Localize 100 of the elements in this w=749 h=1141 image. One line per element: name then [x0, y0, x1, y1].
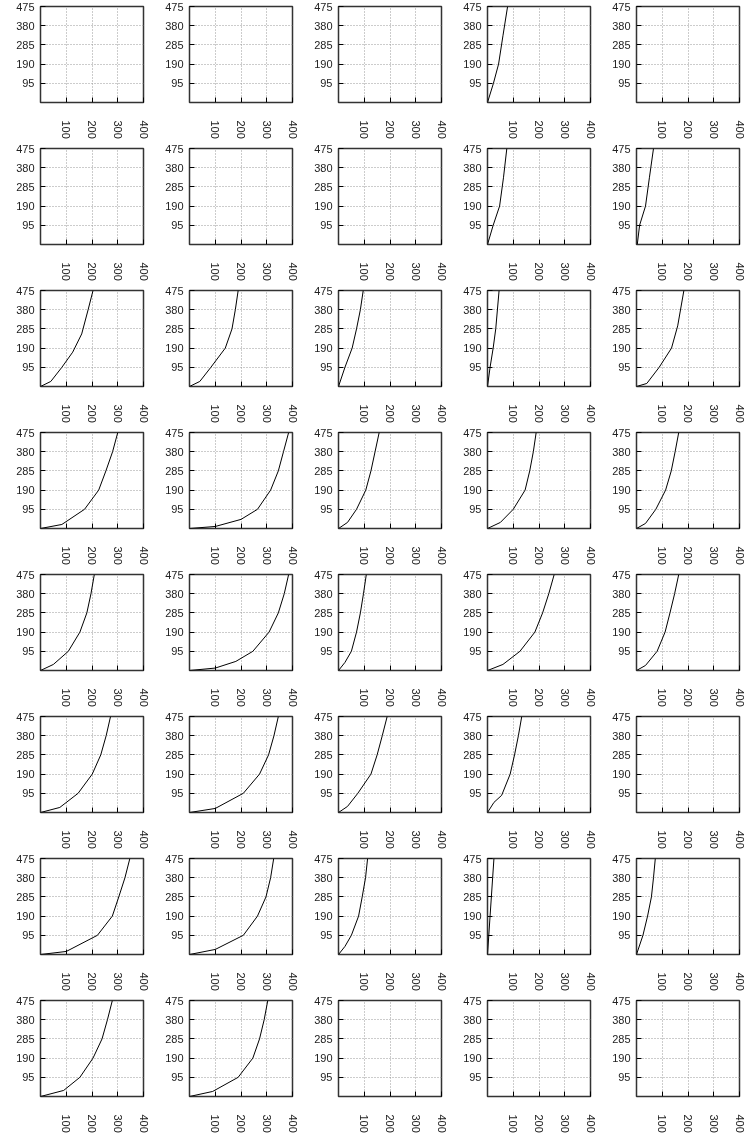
x-tick-label: 300: [260, 972, 273, 991]
x-tick-label: 200: [682, 546, 694, 565]
y-tick-label: 380: [463, 587, 482, 600]
y-tick-label: 285: [16, 464, 35, 477]
y-tick-label: 380: [16, 161, 35, 174]
x-tick-label: 300: [260, 830, 273, 849]
x-tick-label: 100: [656, 1114, 669, 1133]
y-tick-label: 285: [463, 890, 482, 903]
y-tick-label: 190: [314, 626, 333, 639]
x-tick-label: 200: [533, 120, 545, 139]
y-tick-label: 95: [618, 361, 631, 374]
y-tick-label: 95: [320, 77, 333, 90]
y-tick-label: 190: [165, 58, 184, 71]
y-tick-label: 190: [612, 200, 631, 213]
y-tick-label: 380: [165, 587, 184, 600]
x-tick-label: 300: [707, 1114, 720, 1133]
x-tick-label: 400: [733, 262, 746, 281]
y-tick-label: 95: [469, 787, 482, 800]
x-tick-label: 200: [86, 120, 98, 139]
x-tick-label: 200: [235, 262, 247, 281]
y-tick-label: 190: [165, 1052, 184, 1065]
x-tick-label: 400: [584, 830, 597, 849]
x-tick-label: 200: [682, 688, 694, 707]
y-tick-label: 475: [16, 284, 35, 297]
x-tick-label: 400: [286, 972, 299, 991]
y-tick-label: 285: [612, 38, 631, 51]
y-tick-label: 190: [16, 200, 35, 213]
y-tick-label: 95: [320, 787, 333, 800]
y-tick-label: 285: [314, 890, 333, 903]
y-tick-label: 285: [16, 606, 35, 619]
x-tick-label: 200: [682, 404, 694, 423]
y-tick-label: 190: [165, 484, 184, 497]
y-tick-label: 285: [612, 606, 631, 619]
y-tick-label: 285: [16, 322, 35, 335]
y-tick-label: 475: [612, 710, 631, 723]
x-tick-label: 100: [358, 120, 371, 139]
x-tick-label: 300: [558, 120, 571, 139]
y-tick-label: 475: [463, 284, 482, 297]
y-tick-label: 95: [469, 929, 482, 942]
y-tick-label: 475: [16, 994, 35, 1007]
y-tick-label: 285: [314, 1032, 333, 1045]
x-tick-label: 200: [384, 546, 396, 565]
x-tick-label: 400: [435, 688, 448, 707]
y-tick-label: 285: [165, 180, 184, 193]
x-tick-label: 100: [507, 688, 520, 707]
y-tick-label: 285: [314, 748, 333, 761]
y-tick-label: 190: [612, 58, 631, 71]
y-tick-label: 380: [16, 445, 35, 458]
y-tick-label: 475: [612, 852, 631, 865]
y-tick-label: 285: [165, 464, 184, 477]
y-tick-label: 95: [469, 503, 482, 516]
x-tick-label: 200: [682, 830, 694, 849]
x-tick-label: 400: [137, 830, 150, 849]
x-tick-label: 300: [260, 404, 273, 423]
x-tick-label: 100: [209, 262, 222, 281]
x-tick-label: 400: [733, 972, 746, 991]
y-tick-label: 380: [463, 729, 482, 742]
y-tick-label: 475: [612, 0, 631, 13]
x-tick-label: 200: [235, 830, 247, 849]
x-tick-label: 400: [435, 404, 448, 423]
y-tick-label: 475: [463, 0, 482, 13]
x-tick-label: 300: [260, 546, 273, 565]
x-tick-label: 400: [137, 972, 150, 991]
y-tick-label: 380: [463, 445, 482, 458]
y-tick-label: 285: [612, 464, 631, 477]
y-tick-label: 380: [314, 303, 333, 316]
y-tick-label: 380: [612, 729, 631, 742]
y-tick-label: 95: [320, 929, 333, 942]
x-tick-label: 300: [558, 546, 571, 565]
x-tick-label: 400: [137, 546, 150, 565]
x-tick-label: 200: [533, 404, 545, 423]
y-tick-label: 190: [16, 626, 35, 639]
x-tick-label: 100: [507, 972, 520, 991]
y-tick-label: 190: [463, 58, 482, 71]
y-tick-label: 190: [16, 484, 35, 497]
y-tick-label: 190: [16, 768, 35, 781]
y-tick-label: 95: [22, 645, 35, 658]
y-tick-label: 285: [463, 38, 482, 51]
y-tick-label: 380: [314, 161, 333, 174]
y-tick-label: 475: [612, 994, 631, 1007]
y-tick-label: 285: [16, 748, 35, 761]
x-tick-label: 300: [409, 972, 422, 991]
y-tick-label: 190: [463, 484, 482, 497]
x-tick-label: 400: [286, 1114, 299, 1133]
y-tick-label: 380: [463, 19, 482, 32]
x-tick-label: 100: [209, 404, 222, 423]
y-tick-label: 285: [165, 1032, 184, 1045]
y-tick-label: 190: [463, 768, 482, 781]
y-tick-label: 475: [16, 0, 35, 13]
y-tick-label: 475: [165, 852, 184, 865]
x-tick-label: 100: [60, 120, 73, 139]
x-tick-label: 300: [260, 262, 273, 281]
x-tick-label: 100: [656, 972, 669, 991]
y-tick-label: 190: [314, 484, 333, 497]
x-tick-label: 300: [409, 404, 422, 423]
x-tick-label: 400: [286, 830, 299, 849]
y-tick-label: 380: [16, 19, 35, 32]
y-tick-label: 95: [469, 219, 482, 232]
y-tick-label: 475: [165, 0, 184, 13]
y-tick-label: 475: [165, 994, 184, 1007]
